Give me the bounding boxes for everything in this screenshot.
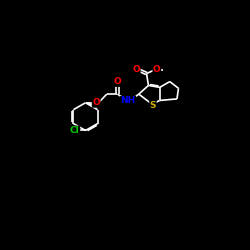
Text: Cl: Cl (70, 126, 80, 135)
Text: O: O (114, 78, 121, 86)
Text: S: S (150, 100, 156, 110)
Text: O: O (92, 98, 100, 107)
Text: NH: NH (120, 96, 136, 105)
Text: O: O (132, 65, 140, 74)
Text: O: O (153, 65, 161, 74)
